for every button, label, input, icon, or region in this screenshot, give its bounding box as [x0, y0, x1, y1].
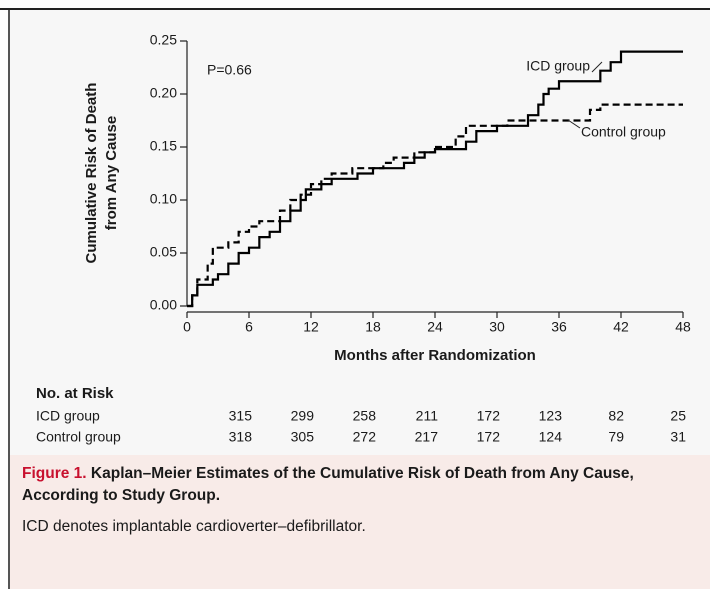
- label-leader: [567, 119, 581, 129]
- risk-count: 172: [477, 429, 501, 445]
- figure-label: Figure 1.: [22, 465, 87, 482]
- y-tick-label: 0.25: [150, 32, 177, 48]
- y-tick-label: 0.10: [150, 191, 177, 207]
- risk-count: 258: [353, 408, 377, 424]
- series-line: [187, 103, 683, 308]
- risk-count: 318: [229, 429, 253, 445]
- risk-count: 299: [291, 408, 315, 424]
- series-label: Control group: [581, 124, 666, 140]
- x-tick-label: 6: [245, 319, 253, 335]
- annotation: P=0.66: [207, 62, 252, 78]
- x-tick-label: 24: [427, 319, 443, 335]
- risk-count: 272: [353, 429, 377, 445]
- risk-row-label: Control group: [36, 429, 121, 445]
- y-axis-title: from Any Cause: [103, 116, 120, 230]
- caption-title: Figure 1. Kaplan–Meier Estimates of the …: [22, 463, 692, 507]
- caption-panel: [10, 455, 710, 589]
- y-tick-label: 0.00: [150, 297, 177, 313]
- series-label: ICD group: [526, 58, 590, 74]
- y-tick-label: 0.05: [150, 244, 177, 260]
- caption-note: ICD denotes implantable cardioverter–def…: [22, 518, 366, 535]
- risk-count: 217: [415, 429, 439, 445]
- chart: P=0.66 Months after Randomization Cumula…: [36, 32, 691, 445]
- chart-panel: [10, 10, 710, 455]
- risk-row-label: ICD group: [36, 408, 100, 424]
- risk-count: 315: [229, 408, 253, 424]
- risk-count: 123: [539, 408, 563, 424]
- x-tick-label: 36: [551, 319, 567, 335]
- x-tick-label: 12: [303, 319, 319, 335]
- risk-count: 211: [416, 408, 439, 424]
- x-tick-label: 30: [489, 319, 505, 335]
- risk-count: 31: [670, 429, 686, 445]
- risk-count: 172: [477, 408, 501, 424]
- risk-table-title: No. at Risk: [36, 385, 114, 402]
- y-axis-title: Cumulative Risk of Death: [83, 83, 100, 264]
- y-tick-label: 0.20: [150, 85, 177, 101]
- top-rule: [0, 8, 710, 10]
- x-tick-label: 42: [613, 319, 629, 335]
- risk-count: 305: [291, 429, 315, 445]
- risk-count: 124: [539, 429, 563, 445]
- caption-text: Kaplan–Meier Estimates of the Cumulative…: [22, 465, 634, 504]
- x-tick-label: 18: [365, 319, 381, 335]
- risk-count: 25: [670, 408, 686, 424]
- x-axis-title: Months after Randomization: [334, 347, 536, 364]
- x-tick-label: 48: [675, 319, 691, 335]
- series-line: [187, 50, 683, 308]
- y-tick-label: 0.15: [150, 138, 177, 154]
- risk-count: 82: [608, 408, 624, 424]
- left-rule: [8, 10, 10, 589]
- label-leader: [591, 61, 603, 73]
- risk-count: 79: [608, 429, 624, 445]
- x-tick-label: 0: [183, 319, 191, 335]
